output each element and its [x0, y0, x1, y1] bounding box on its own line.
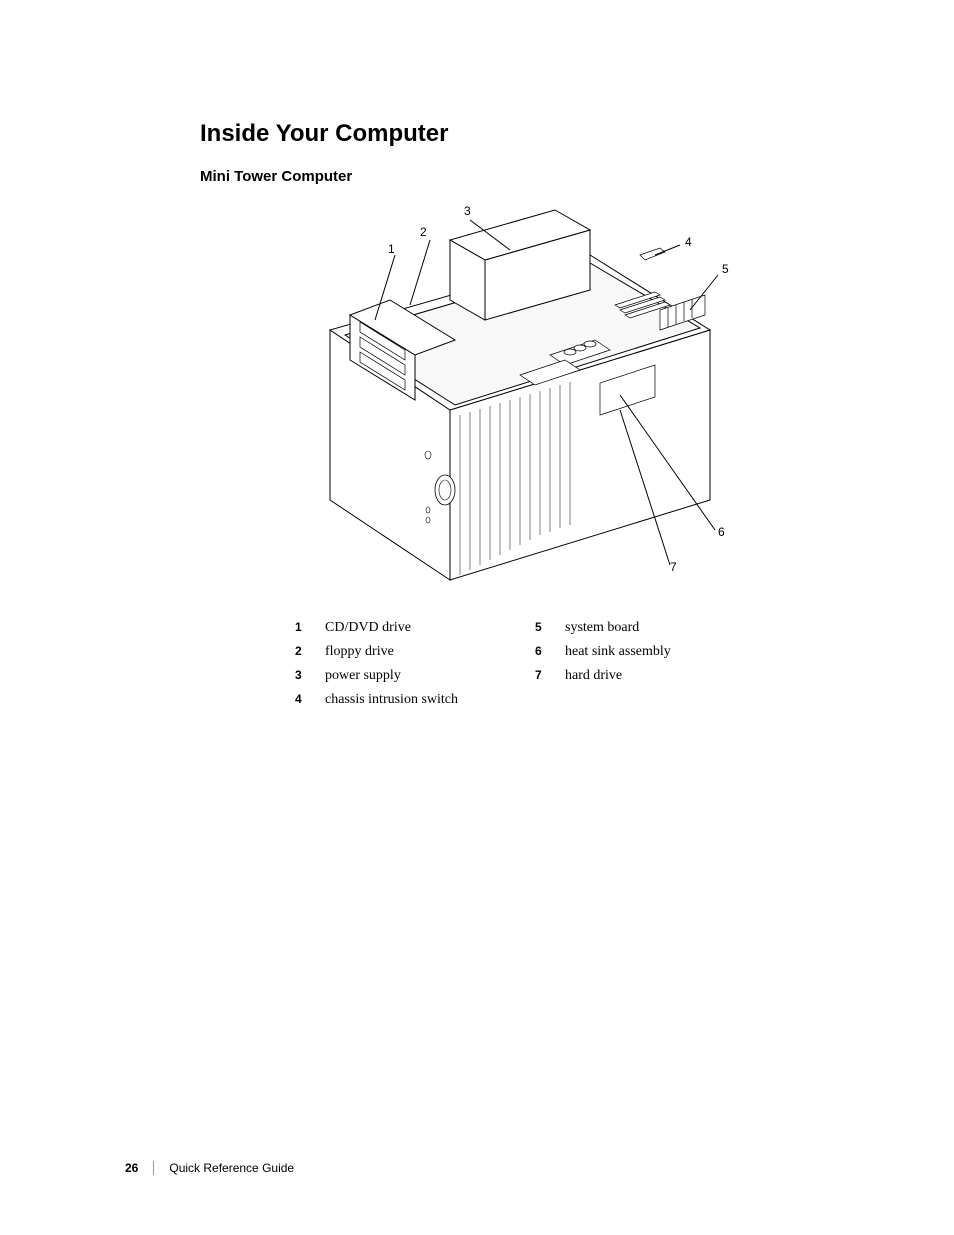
legend-num: 3	[295, 668, 325, 682]
legend-text: hard drive	[565, 668, 622, 684]
page-number: 26	[125, 1161, 138, 1175]
legend-num: 5	[535, 620, 565, 634]
legend-num: 2	[295, 644, 325, 658]
legend-text: chassis intrusion switch	[325, 692, 458, 708]
legend-table: 1 CD/DVD drive 5 system board 2 floppy d…	[295, 620, 854, 708]
page-footer: 26 Quick Reference Guide	[125, 1161, 294, 1175]
legend-num: 1	[295, 620, 325, 634]
callout-7: 7	[670, 560, 677, 574]
page-subheading: Mini Tower Computer	[200, 168, 854, 185]
page-heading: Inside Your Computer	[200, 120, 854, 148]
legend-num: 4	[295, 692, 325, 706]
legend-row: 4 chassis intrusion switch	[295, 692, 854, 708]
callout-1: 1	[388, 242, 395, 256]
legend-num: 7	[535, 668, 565, 682]
callout-2: 2	[420, 225, 427, 239]
diagram-container: 1 2 3 4 5 6 7	[260, 200, 820, 600]
legend-text: power supply	[325, 668, 401, 684]
legend-text: system board	[565, 620, 639, 636]
computer-diagram	[260, 200, 820, 600]
legend-row: 2 floppy drive 6 heat sink assembly	[295, 644, 854, 660]
callout-6: 6	[718, 525, 725, 539]
callout-3: 3	[464, 204, 471, 218]
legend-num: 6	[535, 644, 565, 658]
legend-text: heat sink assembly	[565, 644, 671, 660]
legend-row: 3 power supply 7 hard drive	[295, 668, 854, 684]
callout-5: 5	[722, 262, 729, 276]
legend-text: CD/DVD drive	[325, 620, 411, 636]
footer-text: Quick Reference Guide	[169, 1161, 294, 1175]
legend-text: floppy drive	[325, 644, 394, 660]
callout-4: 4	[685, 235, 692, 249]
legend-row: 1 CD/DVD drive 5 system board	[295, 620, 854, 636]
footer-divider	[153, 1161, 154, 1175]
